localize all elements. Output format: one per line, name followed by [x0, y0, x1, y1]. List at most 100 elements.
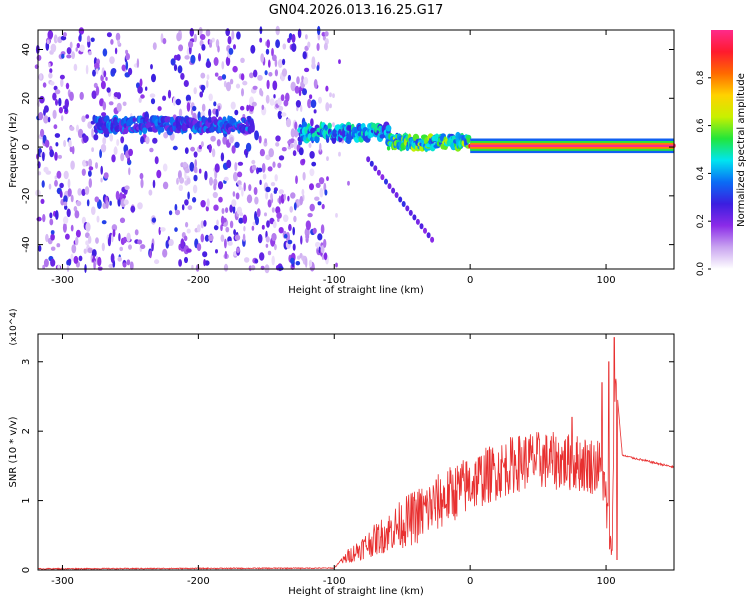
heatmap-cell: [227, 36, 232, 45]
heatmap-cell: [66, 208, 71, 218]
heatmap-cell: [283, 193, 286, 201]
heatmap-cell: [58, 97, 62, 107]
heatmap-cell: [102, 48, 108, 57]
heatmap-cell: [258, 135, 262, 144]
heatmap-cell: [88, 170, 92, 177]
heatmap-cell: [217, 181, 224, 190]
heatmap-cell: [234, 141, 240, 148]
heatmap-cell: [241, 187, 244, 197]
heatmap-cell: [69, 126, 75, 131]
heatmap-cell: [271, 207, 275, 213]
heatmap-cell: [260, 90, 264, 97]
heatmap-cell: [272, 221, 277, 229]
heatmap-cell: [243, 225, 246, 232]
heatmap-cell: [49, 68, 53, 74]
heatmap-cell: [117, 256, 122, 262]
heatmap-cell: [369, 160, 374, 167]
snr-ylabel: SNR (10 * v/v): [8, 416, 19, 487]
heatmap-cell: [300, 104, 303, 113]
heatmap-cell: [38, 112, 44, 121]
heatmap-cell: [88, 51, 92, 56]
heatmap-cell: [152, 137, 158, 144]
heatmap-cell: [376, 169, 381, 176]
heatmap-cell: [69, 91, 74, 102]
heatmap-cell: [156, 169, 162, 179]
heatmap-cell: [46, 39, 50, 45]
heatmap-cell: [59, 74, 65, 80]
heatmap-cell: [81, 216, 86, 225]
heatmap-cell: [184, 147, 189, 155]
heatmap-cell: [61, 53, 65, 59]
heatmap-cell: [132, 117, 136, 123]
heatmap-cell: [296, 76, 300, 85]
heatmap-cell: [282, 214, 289, 223]
heatmap-cell: [200, 220, 204, 229]
heatmap-cell: [275, 142, 280, 147]
heatmap-cell: [181, 204, 185, 211]
heatmap-cell: [54, 179, 58, 187]
heatmap-cell: [235, 83, 241, 89]
heatmap-cell: [85, 64, 89, 75]
heatmap-cell: [246, 194, 253, 204]
heatmap-cell: [240, 105, 245, 111]
heatmap-cell: [193, 87, 197, 95]
heatmap-cell: [116, 92, 121, 100]
heatmap-cell: [48, 183, 52, 190]
heatmap-cell: [186, 177, 191, 185]
heatmap-cell: [122, 262, 127, 268]
heatmap-cell: [88, 235, 92, 244]
heatmap-cell: [200, 200, 206, 208]
heatmap-cell: [110, 253, 115, 264]
heatmap-cell: [62, 222, 67, 233]
heatmap-cell: [267, 199, 272, 208]
heatmap-cell: [88, 178, 93, 188]
heatmap-cell: [210, 135, 216, 142]
heatmap-cell: [470, 144, 674, 147]
heatmap-cell: [220, 152, 225, 162]
heatmap-cell: [277, 162, 282, 169]
heatmap-cell: [138, 97, 142, 103]
heatmap-cell: [82, 135, 88, 143]
snr-series-line: [37, 337, 674, 571]
heatmap-cell: [205, 29, 211, 37]
heatmap-cell: [184, 199, 189, 206]
heatmap-cell: [192, 197, 197, 203]
heatmap-cell: [139, 78, 143, 87]
heatmap-cell: [66, 47, 72, 55]
heatmap-cell: [266, 79, 270, 90]
heatmap-cell: [224, 238, 227, 249]
heatmap-cell: [231, 145, 236, 154]
heatmap-cell: [115, 32, 121, 41]
heatmap-cell: [140, 178, 144, 189]
snr-y-tick-label: 3: [21, 359, 32, 365]
heatmap-cell: [134, 229, 139, 236]
heatmap-cell: [140, 136, 145, 145]
heatmap-cell: [317, 233, 323, 241]
heatmap-cell: [69, 41, 73, 49]
heatmap-cell: [211, 37, 215, 43]
heatmap-cell: [214, 163, 220, 173]
heatmap-cell: [274, 69, 278, 77]
heatmap-cell: [60, 78, 64, 88]
heatmap-cell: [152, 179, 156, 189]
heatmap-cell: [79, 33, 82, 42]
heatmap-cell: [255, 216, 259, 226]
heatmap-cell: [318, 96, 322, 104]
heatmap-cell: [192, 105, 197, 112]
heatmap-cell: [302, 171, 306, 181]
heatmap-cell: [212, 191, 218, 199]
heatmap-cell: [206, 80, 209, 88]
heatmap-cell: [184, 168, 190, 174]
heatmap-cell: [154, 156, 159, 165]
heatmap-cell: [292, 226, 296, 236]
heatmap-cell: [162, 95, 167, 101]
heatmap-cell: [91, 147, 94, 153]
heatmap-cell: [312, 227, 317, 234]
heatmap-cell: [128, 244, 132, 250]
heatmap-cell: [213, 225, 219, 231]
heatmap-cell: [240, 57, 245, 63]
snr-x-tick-label: -200: [187, 576, 210, 587]
heatmap-cell: [319, 142, 322, 152]
heatmap-cell: [323, 252, 328, 261]
heatmap-cell: [136, 58, 140, 69]
